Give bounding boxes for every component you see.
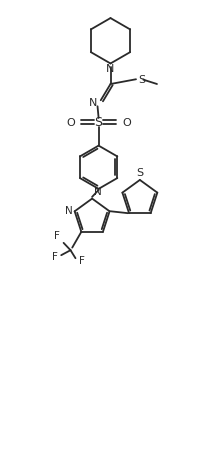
Text: N: N bbox=[89, 98, 97, 108]
Text: N: N bbox=[94, 187, 102, 197]
Text: O: O bbox=[67, 118, 75, 128]
Text: N: N bbox=[106, 64, 115, 74]
Text: O: O bbox=[122, 118, 131, 128]
Text: F: F bbox=[52, 252, 57, 262]
Text: S: S bbox=[139, 74, 146, 84]
Text: F: F bbox=[55, 230, 60, 240]
Text: N: N bbox=[65, 206, 72, 216]
Text: S: S bbox=[136, 168, 143, 178]
Text: S: S bbox=[95, 116, 103, 129]
Text: F: F bbox=[79, 256, 85, 266]
